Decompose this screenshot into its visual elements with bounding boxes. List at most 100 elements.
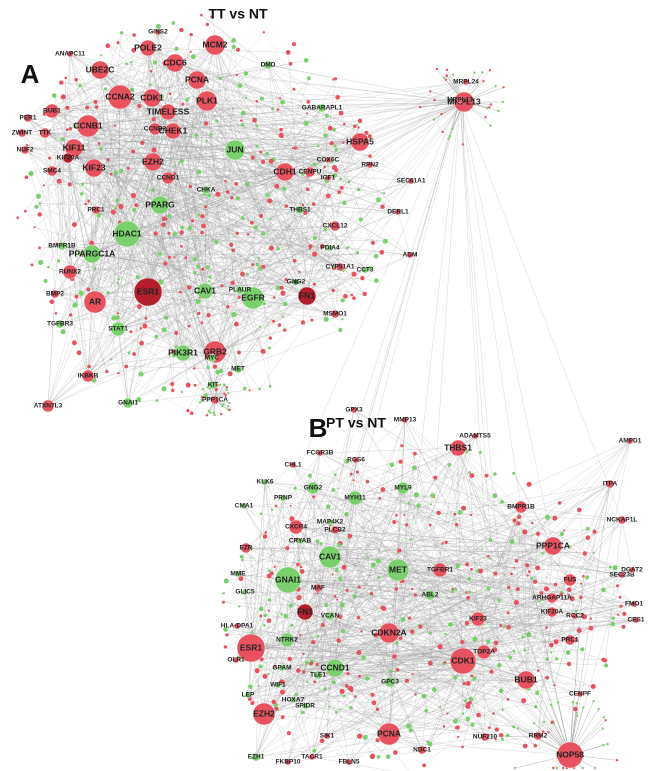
node-label: MAP4K2	[317, 519, 344, 526]
minor-node	[137, 103, 142, 109]
minor-node	[309, 247, 312, 250]
edge	[621, 519, 633, 571]
node-label: CHKA	[197, 187, 216, 194]
edge	[202, 268, 261, 270]
edge	[65, 34, 135, 78]
node-label: CAV1	[194, 285, 216, 295]
minor-node	[532, 579, 538, 584]
edge	[329, 473, 496, 617]
node-label: EZH1	[248, 754, 265, 761]
minor-node	[539, 591, 544, 595]
minor-node	[555, 766, 559, 770]
minor-node	[302, 670, 306, 674]
minor-node	[603, 658, 608, 663]
minor-node	[191, 219, 195, 223]
minor-node	[338, 328, 343, 332]
edge	[159, 97, 189, 206]
minor-node	[284, 278, 288, 282]
node-label: GNAI1	[118, 400, 138, 407]
edge	[93, 167, 218, 373]
edge	[508, 627, 548, 678]
edge	[59, 269, 366, 325]
minor-node	[513, 566, 516, 569]
node	[288, 519, 304, 535]
edge	[87, 96, 121, 377]
edge	[44, 132, 56, 295]
minor-node	[340, 629, 345, 634]
edge	[245, 547, 269, 611]
edge	[198, 103, 323, 109]
minor-node	[240, 119, 243, 122]
minor-node	[312, 748, 317, 753]
minor-node	[202, 395, 205, 399]
edge	[561, 574, 623, 594]
minor-node	[72, 302, 78, 308]
edge	[318, 97, 338, 147]
minor-node	[382, 192, 386, 195]
minor-node	[430, 493, 436, 498]
edge	[325, 229, 336, 315]
edge	[569, 574, 623, 756]
minor-node	[380, 204, 385, 209]
node-label: ANAPC11	[55, 51, 85, 58]
edge	[292, 464, 623, 576]
edge	[99, 69, 208, 102]
edge	[263, 539, 491, 715]
minor-node	[313, 162, 317, 167]
edge	[126, 366, 239, 370]
edge	[165, 225, 336, 264]
node-label: TACR1	[301, 754, 323, 761]
edge	[593, 531, 595, 553]
node-label: NDC1	[413, 747, 431, 754]
node	[279, 494, 287, 502]
node	[480, 732, 490, 742]
edge	[69, 252, 382, 273]
minor-node	[356, 251, 360, 255]
minor-node	[468, 700, 472, 705]
minor-node	[612, 565, 618, 571]
minor-node	[155, 23, 161, 29]
minor-node	[569, 596, 575, 602]
edge	[263, 487, 314, 715]
node-label: DERL1	[387, 209, 409, 216]
minor-node	[158, 279, 164, 285]
edge	[252, 194, 268, 299]
minor-node	[243, 71, 249, 76]
edge	[342, 596, 355, 605]
node-label: CCNB2	[144, 126, 167, 133]
edge	[121, 32, 371, 166]
edge	[334, 99, 461, 531]
minor-node	[447, 463, 452, 467]
minor-node	[334, 148, 338, 152]
edge	[459, 99, 554, 547]
minor-node	[296, 668, 301, 673]
minor-node	[342, 141, 345, 144]
edge	[354, 594, 431, 597]
minor-node	[188, 184, 193, 189]
minor-node	[461, 143, 465, 146]
minor-node	[451, 127, 454, 131]
edge	[299, 540, 536, 746]
node	[378, 622, 400, 644]
edge	[286, 205, 311, 247]
minor-node	[151, 117, 156, 122]
edge	[206, 100, 311, 173]
minor-node	[303, 58, 309, 63]
edge	[495, 541, 512, 574]
edge	[584, 440, 631, 554]
edge	[277, 578, 533, 686]
node-label: TLE1	[310, 672, 326, 679]
minor-node	[563, 529, 566, 532]
minor-node	[421, 693, 427, 699]
node-label: BUB1	[43, 108, 61, 115]
minor-node	[371, 700, 377, 706]
edge	[304, 539, 411, 613]
edge	[147, 200, 270, 293]
minor-node	[526, 631, 532, 638]
node-label: MRPL13	[447, 96, 481, 106]
node-label: PRC1	[87, 207, 105, 214]
minor-node	[30, 263, 34, 267]
edge	[471, 475, 576, 617]
node-label: GNG2	[304, 485, 323, 492]
minor-node	[266, 618, 272, 623]
